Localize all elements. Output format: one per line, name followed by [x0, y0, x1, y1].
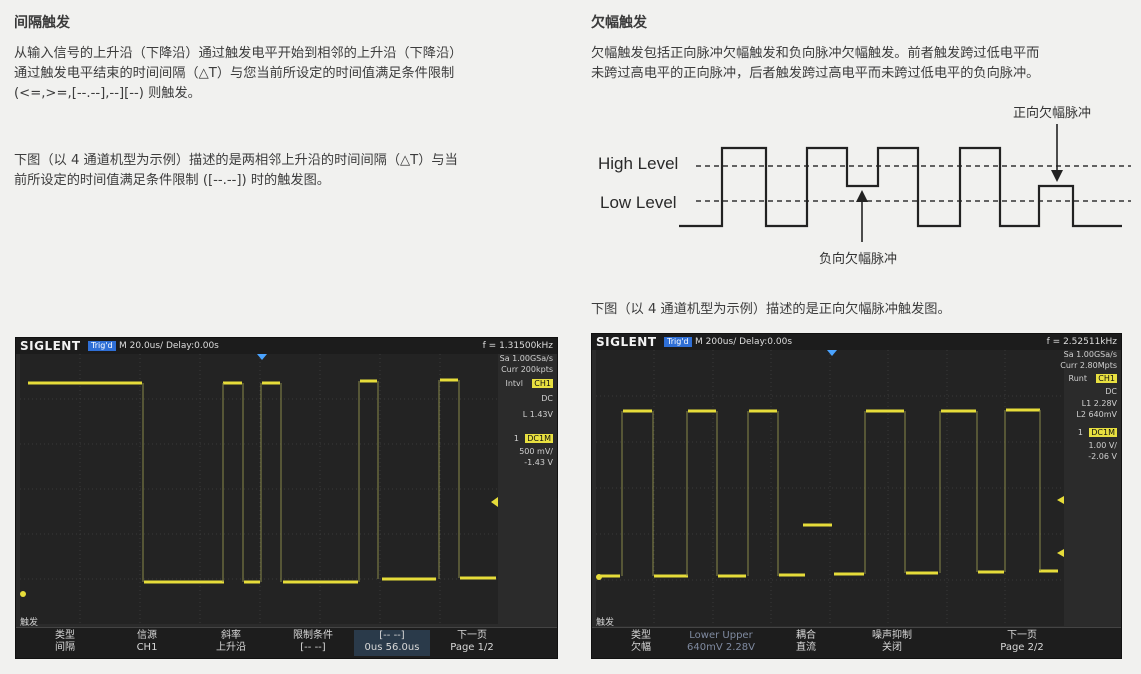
- softkey-bar: 类型 欠幅 Lower Upper 640mV 2.28V 耦合 直流 噪声抑制 关闭 …: [592, 627, 1121, 658]
- text-line: 从输入信号的上升沿（下降沿）通过触发电平开始到相邻的上升沿（下降沿）: [14, 46, 463, 61]
- section-title: 欠幅触发: [591, 15, 647, 31]
- status-bar: SIGLENT Trig'd M 20.0us/ Delay:0.00s f =…: [16, 338, 557, 354]
- arrow-head-up-icon: [856, 190, 868, 202]
- softkey-next-page[interactable]: 下一页 Page 1/2: [450, 630, 494, 653]
- menu-title: 触发: [20, 618, 39, 628]
- volts-per-div: 500 mV/: [519, 447, 553, 456]
- menu-title: 触发: [596, 618, 615, 628]
- section-title: 间隔触发: [14, 15, 70, 31]
- softkey-coupling[interactable]: 耦合 直流: [796, 630, 816, 653]
- channel-coupling-badge: DC1M: [525, 434, 553, 443]
- runt-pulse-diagram: High Level Low Level 正向欠幅脉冲 负向欠幅脉冲: [598, 105, 1131, 267]
- text-line: 前所设定的时间值满足条件限制 ([--.--]) 时的触发图。: [14, 173, 330, 188]
- softkey-type[interactable]: 类型 欠幅: [631, 630, 651, 653]
- waveform-grid: [20, 354, 498, 624]
- ch1-trace: [600, 408, 1058, 578]
- interval-figure-caption: 下图（以 4 通道机型为示例）描述的是两相邻上升沿的时间间隔（△T）与当 前所设…: [14, 151, 458, 191]
- status-bar: SIGLENT Trig'd M 200us/ Delay:0.00s f = …: [592, 334, 1121, 350]
- high-level-label: High Level: [598, 154, 678, 173]
- trigger-mode: Runt: [1068, 374, 1087, 383]
- trigger-source-badge: CH1: [532, 379, 553, 388]
- text-line: 通过触发电平结束的时间间隔（△T）与您当前所设定的时间值满足条件限制: [14, 66, 455, 81]
- channel-offset: -2.06 V: [1088, 452, 1117, 461]
- timebase-readout: M 200us/ Delay:0.00s: [695, 337, 793, 347]
- timebase-readout: M 20.0us/ Delay:0.00s: [119, 341, 219, 351]
- positive-runt-label: 正向欠幅脉冲: [1013, 105, 1091, 121]
- memory-depth: Curr 200kpts: [501, 365, 553, 374]
- trigger-coupling: DC: [541, 394, 553, 403]
- trigger-info-panel: Sa 1.00GSa/s Curr 200kpts Intvl CH1 DC L…: [497, 354, 557, 494]
- runt-figure-caption: 下图（以 4 通道机型为示例）描述的是正向欠幅脉冲触发图。: [591, 302, 951, 317]
- trigger-status-badge: Trig'd: [88, 341, 116, 351]
- channel-ground-marker-icon: [596, 574, 602, 580]
- memory-depth: Curr 2.80Mpts: [1060, 361, 1117, 370]
- channel-offset: -1.43 V: [524, 458, 553, 467]
- softkey-next-page[interactable]: 下一页 Page 2/2: [1000, 630, 1044, 653]
- channel-number: 1: [1077, 428, 1083, 437]
- oscilloscope-screen-runt: SIGLENT Trig'd M 200us/ Delay:0.00s f = …: [591, 333, 1122, 659]
- trigger-mode: Intvl: [505, 379, 523, 388]
- softkey-slope[interactable]: 斜率 上升沿: [216, 630, 246, 653]
- volts-per-div: 1.00 V/: [1088, 441, 1117, 450]
- softkey-time-range[interactable]: [-- --] 0us 56.0us: [354, 630, 430, 656]
- trigger-level-upper: L1 2.28V: [1081, 399, 1117, 408]
- brand-logo: SIGLENT: [596, 335, 657, 349]
- interval-description: 从输入信号的上升沿（下降沿）通过触发电平开始到相邻的上升沿（下降沿） 通过触发电…: [14, 44, 462, 104]
- trigger-info-panel: Sa 1.00GSa/s Curr 2.80Mpts Runt CH1 DC L…: [1060, 350, 1121, 490]
- frequency-readout: f = 2.52511kHz: [1046, 337, 1117, 347]
- softkey-limit[interactable]: 限制条件 [-- --]: [293, 630, 333, 653]
- negative-runt-label: 负向欠幅脉冲: [819, 251, 897, 267]
- trigger-level-lower: L2 640mV: [1076, 410, 1117, 419]
- trigger-level: L 1.43V: [522, 410, 553, 419]
- text-line: (<=,>=,[--.--],--][--) 则触发。: [14, 86, 201, 101]
- text-line: 欠幅触发包括正向脉冲欠幅触发和负向脉冲欠幅触发。前者触发跨过低电平而: [591, 46, 1040, 61]
- channel-ground-marker-icon: [20, 591, 26, 597]
- runt-waveform: [679, 146, 1122, 228]
- trigger-coupling: DC: [1105, 387, 1117, 396]
- softkey-noise-reject[interactable]: 噪声抑制 关闭: [872, 630, 912, 653]
- trigger-status-badge: Trig'd: [664, 337, 692, 347]
- text-line: 未跨过高电平的正向脉冲，后者触发跨过高电平而未跨过低电平的负向脉冲。: [591, 66, 1040, 81]
- softkey-runt-levels[interactable]: Lower Upper 640mV 2.28V: [687, 630, 755, 653]
- ch1-trace: [28, 378, 496, 584]
- softkey-type[interactable]: 类型 间隔: [55, 630, 75, 653]
- trigger-level-upper-icon: [1057, 496, 1064, 504]
- sample-rate: Sa 1.00GSa/s: [499, 354, 553, 363]
- trigger-position-icon: [827, 350, 837, 356]
- low-level-label: Low Level: [600, 193, 677, 212]
- brand-logo: SIGLENT: [20, 339, 81, 353]
- trigger-level-marker-icon: [491, 497, 498, 507]
- frequency-readout: f = 1.31500kHz: [482, 341, 553, 351]
- arrow-head-down-icon: [1051, 170, 1063, 182]
- waveform-grid: [596, 350, 1064, 626]
- oscilloscope-screen-interval: SIGLENT Trig'd M 20.0us/ Delay:0.00s f =…: [15, 337, 558, 659]
- runt-description: 欠幅触发包括正向脉冲欠幅触发和负向脉冲欠幅触发。前者触发跨过低电平而 未跨过高电…: [591, 44, 1039, 84]
- sample-rate: Sa 1.00GSa/s: [1063, 350, 1117, 359]
- trigger-source-badge: CH1: [1096, 374, 1117, 383]
- softkey-bar: 类型 间隔 信源 CH1 斜率 上升沿 限制条件 [-- --] [-- --] 0us …: [16, 627, 557, 658]
- channel-number: 1: [513, 434, 519, 443]
- trigger-level-lower-icon: [1057, 549, 1064, 557]
- channel-coupling-badge: DC1M: [1089, 428, 1117, 437]
- trigger-position-icon: [257, 354, 267, 360]
- text-line: 下图（以 4 通道机型为示例）描述的是两相邻上升沿的时间间隔（△T）与当: [14, 153, 458, 168]
- softkey-source[interactable]: 信源 CH1: [136, 630, 158, 653]
